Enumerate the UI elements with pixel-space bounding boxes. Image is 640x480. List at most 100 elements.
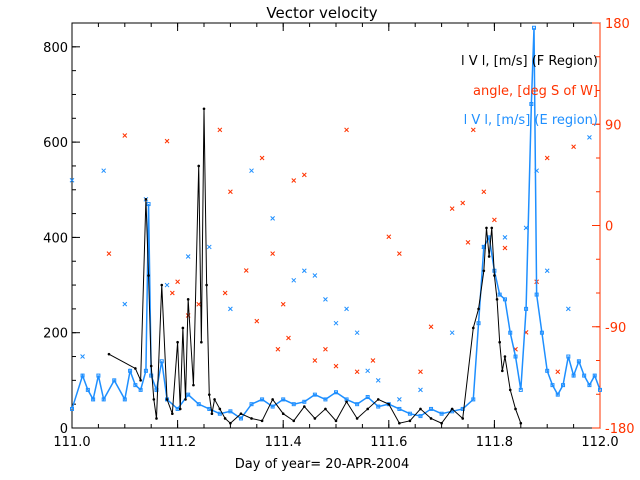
f-region-point	[376, 398, 380, 401]
f-region-point	[477, 307, 480, 311]
x-tick-label: 111.2	[159, 435, 196, 450]
angle-point	[275, 346, 281, 352]
angle-point	[312, 358, 318, 363]
f-region-point	[398, 421, 401, 425]
y-axis-left: 0 200 400 600 800	[43, 22, 80, 437]
f-region-point	[149, 364, 153, 368]
e-region-point	[544, 268, 550, 274]
y-left-tick-label: 400	[43, 231, 68, 246]
f-region-point	[281, 412, 285, 416]
f-region-point	[210, 412, 214, 416]
angle-point	[344, 127, 349, 133]
e-region-point	[249, 168, 254, 174]
e-region-marker	[513, 354, 518, 359]
e-region-point	[206, 244, 212, 250]
e-region-marker	[508, 330, 513, 335]
f-region-point	[519, 421, 523, 425]
angle-point	[449, 206, 455, 211]
angle-point	[217, 127, 223, 133]
f-region-point	[152, 398, 156, 401]
e-region-marker	[217, 411, 222, 416]
e-region-marker	[471, 397, 476, 402]
f-region-point	[408, 419, 412, 423]
angle-point	[286, 335, 291, 341]
e-region-point	[565, 306, 571, 312]
e-region-point	[101, 168, 107, 174]
e-region-marker	[91, 397, 96, 402]
f-region-point	[218, 407, 222, 411]
e-region-marker	[159, 359, 164, 364]
e-region-point	[312, 273, 318, 278]
e-region-marker	[576, 359, 581, 364]
e-region-marker	[186, 392, 191, 397]
e-region-point	[185, 254, 191, 259]
e-region-marker	[196, 402, 201, 407]
e-region-point	[291, 277, 297, 283]
f-region-point	[186, 298, 190, 301]
y-right-tick-label: 180	[605, 17, 630, 32]
f-region-point	[461, 417, 465, 420]
f-region-point	[514, 407, 517, 411]
e-region-point	[122, 301, 128, 307]
f-region-point	[147, 274, 150, 277]
e-region-marker	[534, 292, 539, 297]
x-tick-label: 111.4	[265, 435, 302, 450]
e-region-marker	[146, 202, 151, 207]
e-region-marker	[365, 395, 370, 400]
e-region-point	[344, 306, 349, 312]
angle-point	[169, 290, 175, 296]
angle-point	[291, 178, 297, 183]
e-region-point	[270, 215, 275, 221]
x-tick-label: 112.0	[581, 435, 618, 450]
e-region-marker	[260, 397, 265, 402]
angle-point	[428, 324, 434, 330]
x-tick-label: 111.8	[476, 435, 513, 450]
angle-point	[354, 369, 360, 375]
e-region-marker	[502, 297, 507, 302]
e-region-marker	[249, 402, 254, 407]
f-region-point	[345, 400, 348, 404]
f-region-point	[501, 369, 504, 373]
angle-point	[301, 172, 307, 178]
f-region-point	[260, 419, 264, 423]
e-region-marker	[539, 330, 544, 335]
x-axis: 111.0 111.2 111.4 111.6 111.8 112.0	[53, 23, 619, 450]
e-region-point	[587, 134, 592, 140]
e-region-marker	[397, 406, 402, 411]
angle-point	[280, 301, 286, 307]
e-region-marker	[587, 383, 592, 388]
f-region-point	[239, 412, 243, 416]
e-region-marker	[407, 411, 412, 416]
f-region-point	[213, 398, 216, 401]
f-region-point	[485, 226, 488, 230]
e-region-marker	[429, 406, 434, 411]
y-right-tick-label: -90	[605, 321, 626, 336]
f-region-point	[313, 417, 317, 420]
f-region-point	[471, 326, 475, 330]
e-region-marker	[323, 397, 328, 402]
y-left-tick-label: 200	[43, 327, 68, 342]
f-region-point	[366, 407, 369, 411]
f-region-point	[202, 107, 206, 111]
e-region-marker	[128, 368, 133, 373]
f-region-point	[508, 388, 512, 392]
f-region-point	[197, 164, 201, 168]
e-region-marker	[312, 392, 317, 397]
f-region-point	[223, 417, 227, 420]
e-region-marker	[476, 321, 481, 326]
e-region-marker	[566, 354, 571, 359]
angle-point	[418, 369, 423, 375]
e-region-point	[502, 235, 508, 240]
e-region-marker	[518, 387, 523, 392]
e-region-point	[228, 306, 233, 312]
angle-point	[175, 279, 180, 285]
e-region-point	[333, 320, 339, 326]
f-region-point	[490, 226, 494, 230]
e-region-point	[354, 330, 360, 336]
e-region-marker	[532, 25, 536, 30]
y-axis-right: -180 -90 0 90 180	[592, 17, 635, 437]
e-region-marker	[143, 368, 148, 373]
f-region-point	[292, 419, 296, 423]
e-region-marker	[334, 390, 338, 395]
